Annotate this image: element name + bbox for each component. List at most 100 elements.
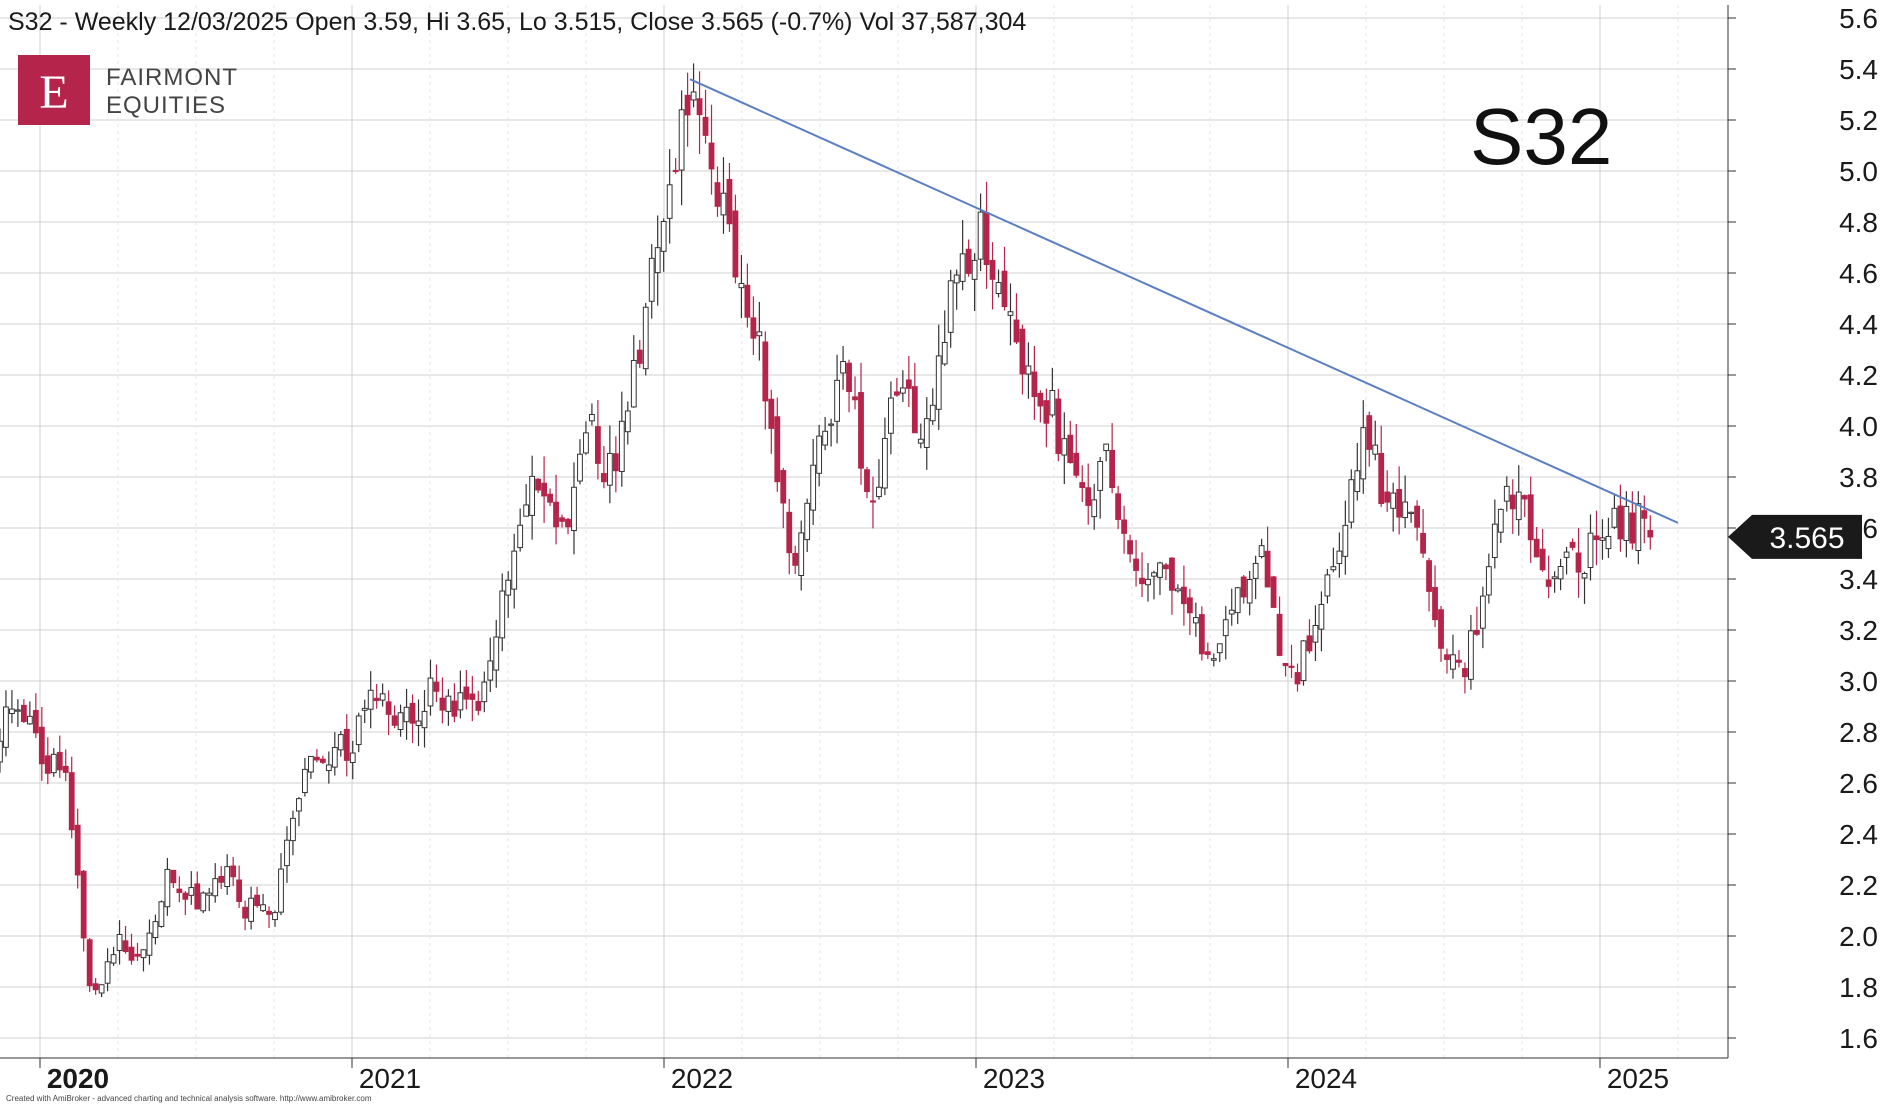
- candle-body: [1354, 470, 1361, 493]
- logo-line1: FAIRMONT: [106, 64, 238, 91]
- candle-body: [1258, 545, 1265, 558]
- candle-body: [38, 726, 45, 765]
- y-tick-label: 2.4: [1839, 819, 1878, 850]
- candle-body: [337, 734, 344, 751]
- candle-body: [929, 404, 936, 422]
- candle-body: [1611, 507, 1618, 528]
- candle-body: [1479, 595, 1486, 629]
- candle-body: [678, 109, 685, 171]
- candle-body: [606, 452, 613, 486]
- y-tick-label: 4.4: [1839, 309, 1878, 340]
- candle-body: [1210, 658, 1217, 661]
- candle-body: [218, 875, 225, 883]
- x-tick-label: 2020: [47, 1063, 109, 1094]
- candle-body: [1432, 586, 1438, 621]
- candle-body: [313, 756, 320, 761]
- last-price-value: 3.565: [1769, 522, 1844, 555]
- candle-body: [421, 710, 428, 729]
- candle-body: [553, 501, 559, 528]
- candle-body: [1037, 392, 1044, 407]
- candle-body: [260, 904, 266, 912]
- candle-body: [1043, 400, 1050, 424]
- candle-body: [1402, 501, 1409, 519]
- candle-body: [654, 247, 661, 274]
- candle-body: [762, 341, 769, 402]
- candle-body: [1605, 535, 1612, 550]
- candle-body: [1360, 427, 1367, 480]
- candle-body: [792, 552, 799, 566]
- candle-body: [236, 879, 243, 902]
- candle-body: [1545, 579, 1552, 587]
- y-tick-label: 5.4: [1839, 54, 1878, 85]
- candle-body: [559, 517, 565, 522]
- candle-body: [62, 765, 69, 773]
- candle-body: [1390, 492, 1397, 509]
- candle-body: [636, 349, 643, 364]
- candle-body: [1180, 586, 1187, 605]
- candle-body: [547, 493, 553, 503]
- candle-body: [110, 954, 117, 964]
- candle-body: [1438, 609, 1444, 649]
- candle-body: [816, 435, 823, 474]
- candle-body: [953, 274, 960, 284]
- candle-body: [26, 715, 33, 725]
- candle-body: [828, 423, 835, 426]
- candle-body: [774, 416, 781, 483]
- candle-body: [947, 280, 954, 333]
- candle-body: [600, 473, 607, 483]
- candle-body: [1509, 494, 1516, 510]
- candle-body: [1198, 614, 1205, 655]
- candle-body: [1426, 560, 1432, 592]
- candle-body: [200, 892, 207, 912]
- candle-body: [1444, 654, 1450, 660]
- x-axis: 2020 2021 2022 2023 2024 2025: [0, 1057, 1728, 1094]
- y-tick-label: 3.4: [1839, 564, 1878, 595]
- candle-body: [44, 755, 51, 774]
- candle-body: [230, 865, 237, 878]
- candle-body: [1575, 552, 1582, 573]
- candle-body: [1617, 505, 1624, 540]
- candle-body: [212, 878, 219, 897]
- candle-body: [302, 768, 308, 794]
- candle-body: [1330, 566, 1337, 571]
- candle-body: [146, 932, 153, 956]
- candle-body: [1557, 566, 1564, 580]
- candle-body: [9, 708, 15, 714]
- candle-body: [475, 700, 482, 711]
- candle-body: [846, 362, 852, 393]
- candle-body: [983, 212, 990, 265]
- candle-body: [595, 426, 601, 464]
- candle-body: [1569, 541, 1576, 548]
- candle-body: [899, 387, 906, 394]
- candle-body: [1515, 491, 1522, 521]
- candle-body: [1324, 574, 1331, 597]
- candle-body: [349, 752, 356, 763]
- candle-body: [1216, 643, 1223, 654]
- candle-body: [690, 91, 697, 101]
- candle-body: [1629, 512, 1636, 544]
- candle-body: [618, 420, 625, 472]
- candle-body: [905, 379, 912, 389]
- y-tick-label: 4.6: [1839, 258, 1878, 289]
- candle-body: [1169, 557, 1175, 591]
- candle-body: [738, 282, 745, 289]
- candle-body: [409, 702, 416, 724]
- candle-body: [887, 397, 894, 434]
- candle-body: [427, 677, 434, 707]
- candle-body: [1384, 491, 1391, 503]
- candle-body: [0, 740, 3, 763]
- candle-body: [104, 961, 111, 984]
- candle-body: [56, 751, 63, 771]
- candle-body: [343, 728, 350, 761]
- candle-body: [92, 983, 99, 991]
- candle-body: [1408, 511, 1415, 514]
- candle-body: [367, 689, 374, 710]
- candle-body: [290, 817, 296, 842]
- candle-body: [852, 396, 858, 401]
- y-tick-label: 4.8: [1839, 207, 1878, 238]
- candle-body: [1593, 535, 1600, 541]
- candle-body: [630, 359, 637, 408]
- candle-body: [1485, 566, 1492, 596]
- candle-body: [523, 504, 530, 517]
